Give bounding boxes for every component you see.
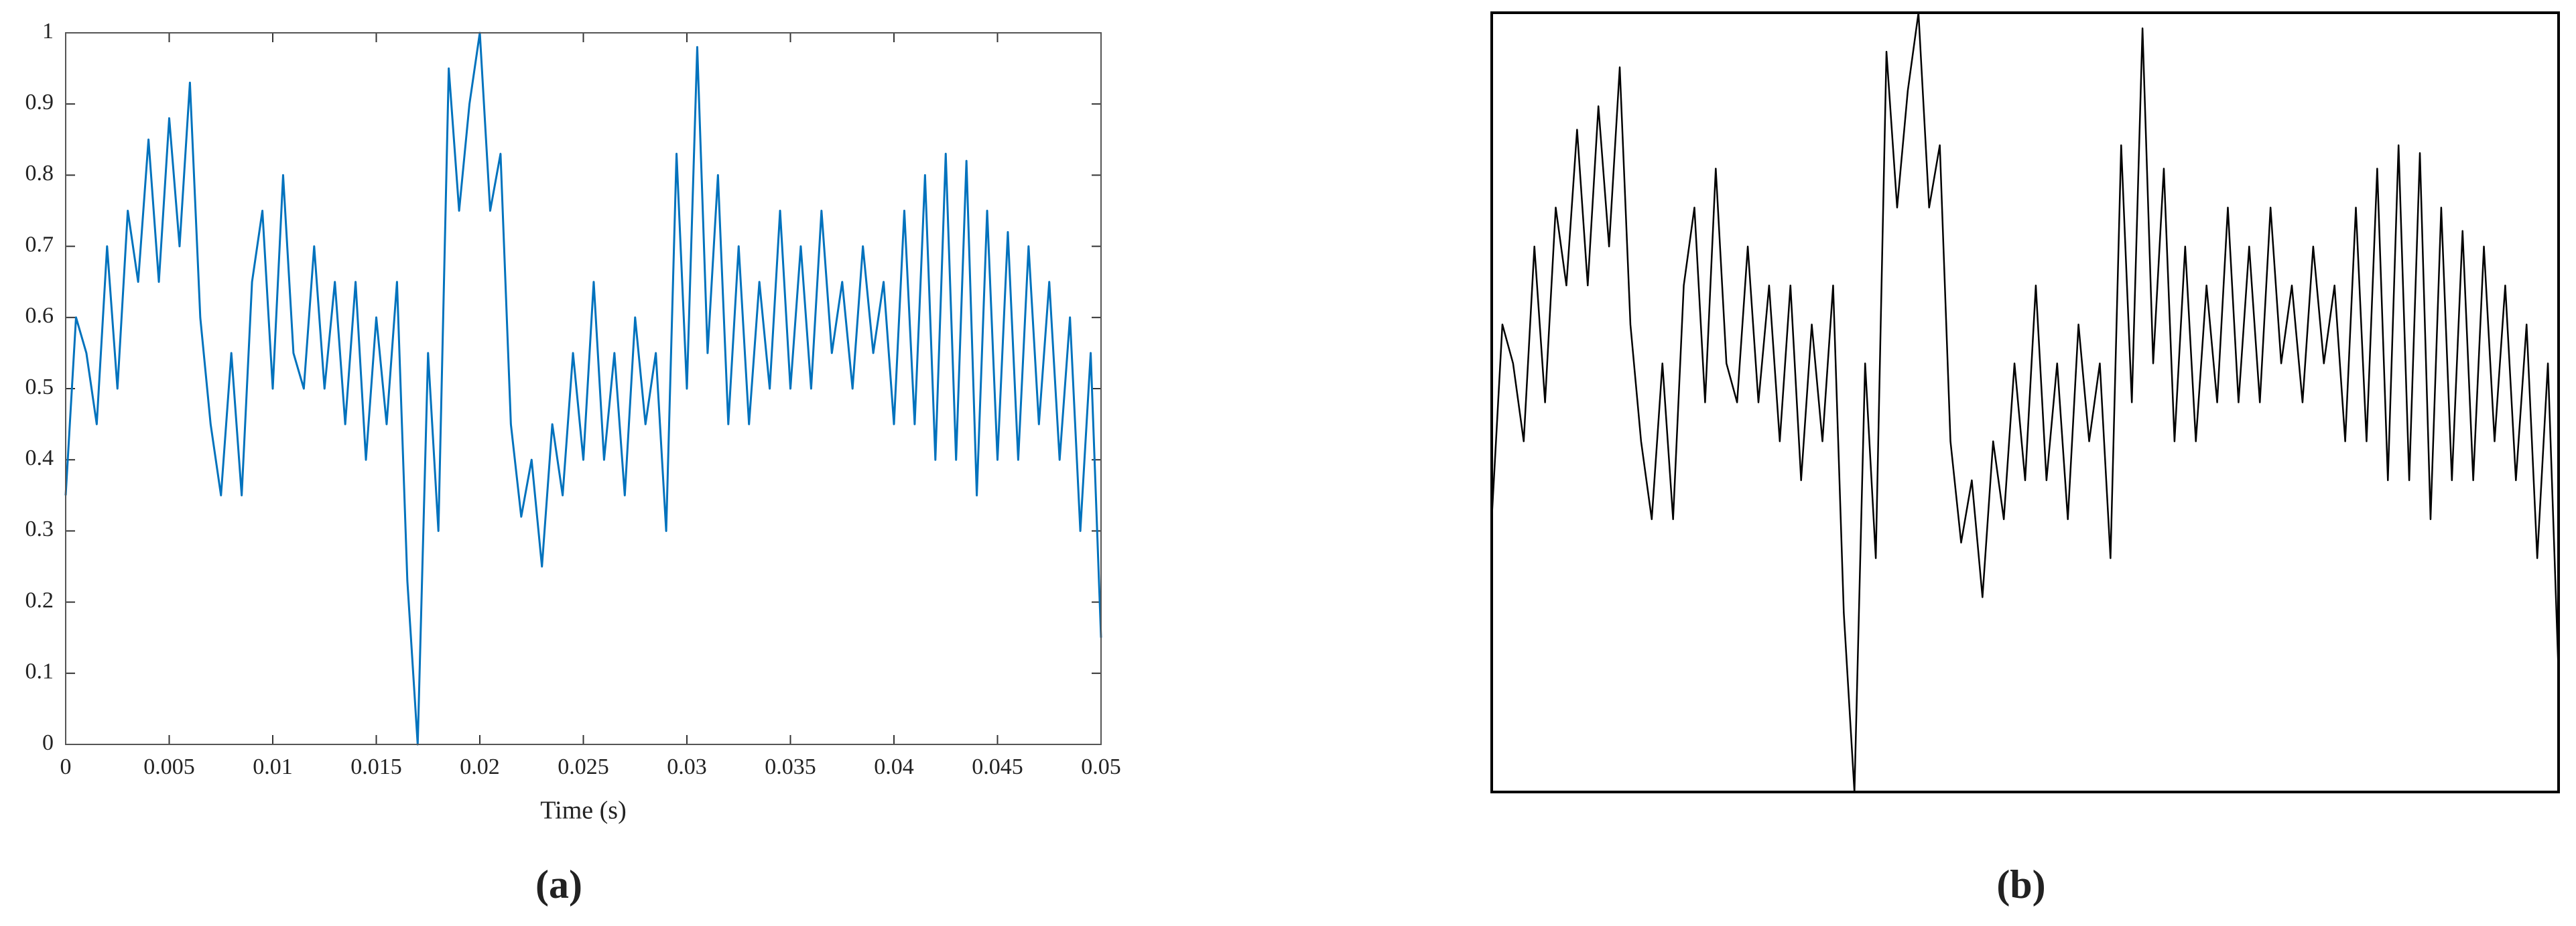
x-axis-label: Time (s) <box>540 797 626 825</box>
x-tick-label: 0.015 <box>350 754 402 779</box>
y-tick-label: 0.6 <box>25 304 54 328</box>
x-tick-label: 0.045 <box>972 754 1023 779</box>
plot-frame <box>65 32 1102 745</box>
x-tick-label: 0.025 <box>558 754 609 779</box>
x-tick-label: 0.035 <box>765 754 816 779</box>
y-tick-label: 0.8 <box>25 161 54 186</box>
y-tick-label: 0.9 <box>25 90 54 115</box>
y-tick-label: 0.7 <box>25 232 54 257</box>
x-tick-label: 0.04 <box>874 754 914 779</box>
x-tick-label: 0.05 <box>1081 754 1121 779</box>
y-tick-label: 0.1 <box>25 659 54 684</box>
y-tick-label: 1 <box>42 19 54 44</box>
x-tick-label: 0 <box>60 754 72 779</box>
y-tick-label: 0 <box>42 730 54 755</box>
panel-label: (b) <box>1996 862 2045 907</box>
y-tick-label: 0.5 <box>25 375 54 399</box>
x-tick-label: 0.03 <box>667 754 707 779</box>
y-tick-label: 0.2 <box>25 588 54 612</box>
x-tick-label: 0.005 <box>143 754 195 779</box>
x-tick-label: 0.01 <box>253 754 293 779</box>
x-tick-label: 0.02 <box>460 754 500 779</box>
y-tick-label: 0.3 <box>25 517 54 541</box>
data-line <box>1490 11 2560 793</box>
y-tick-label: 0.4 <box>25 446 54 470</box>
panel-label: (a) <box>535 862 582 907</box>
plot-frame <box>1490 11 2560 793</box>
data-line <box>64 31 1102 746</box>
